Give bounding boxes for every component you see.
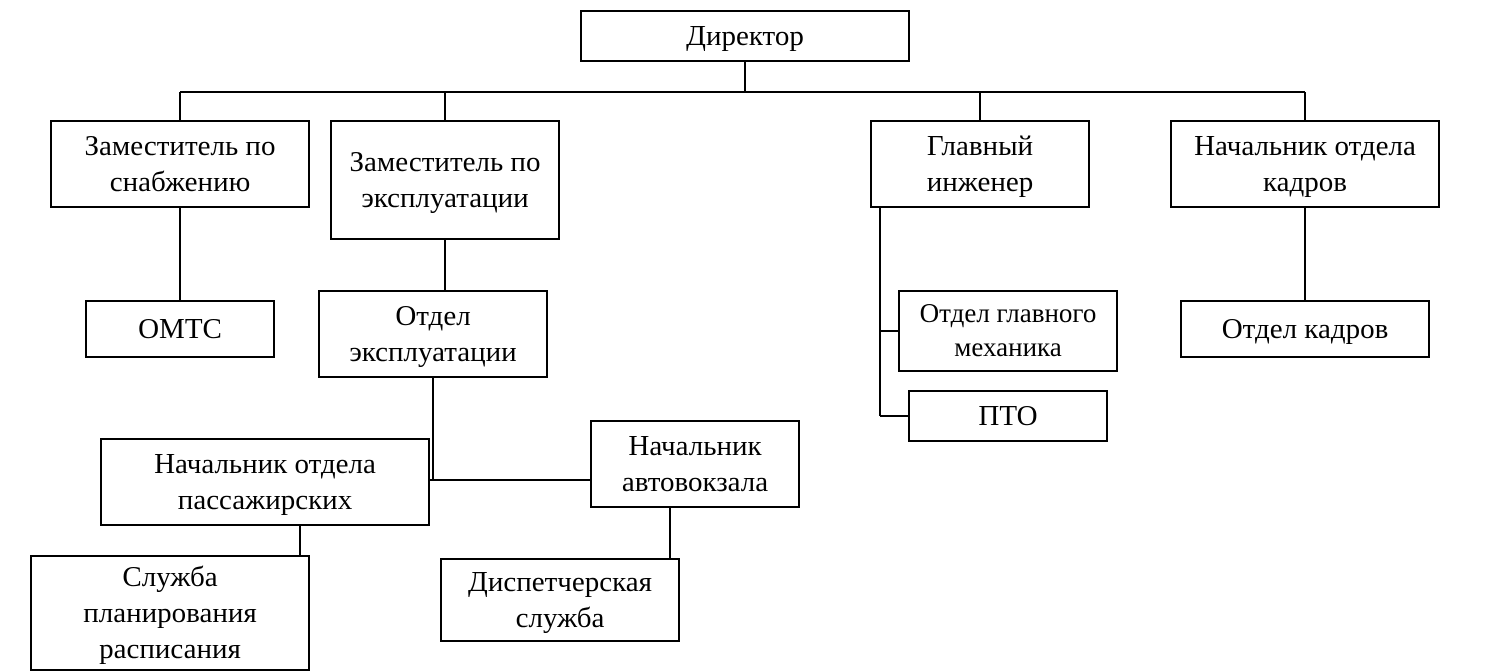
node-label: ОМТС bbox=[138, 311, 222, 347]
node-hr-dept: Отдел кадров bbox=[1180, 300, 1430, 358]
node-label: Директор bbox=[686, 18, 804, 54]
node-station-head: Начальник автовокзала bbox=[590, 420, 800, 508]
node-dep-exploitation: Заместитель по эксплуатации bbox=[330, 120, 560, 240]
node-label: Служба планирования расписания bbox=[40, 559, 300, 668]
node-omts: ОМТС bbox=[85, 300, 275, 358]
node-dispatch-service: Диспетчерская служба bbox=[440, 558, 680, 642]
node-director: Директор bbox=[580, 10, 910, 62]
node-dep-supply: Заместитель по снабжению bbox=[50, 120, 310, 208]
node-pto: ПТО bbox=[908, 390, 1108, 442]
node-label: Начальник отдела пассажирских bbox=[110, 446, 420, 519]
org-chart: Директор Заместитель по снабжению Замест… bbox=[0, 0, 1490, 671]
node-label: Диспетчерская служба bbox=[450, 564, 670, 637]
node-hr-head: Начальник отдела кадров bbox=[1170, 120, 1440, 208]
node-label: Главный инженер bbox=[880, 128, 1080, 201]
node-label: Начальник отдела кадров bbox=[1180, 128, 1430, 201]
node-label: Отдел главного механика bbox=[908, 297, 1108, 365]
node-label: Отдел кадров bbox=[1222, 311, 1389, 347]
node-schedule-service: Служба планирования расписания bbox=[30, 555, 310, 671]
node-pass-head: Начальник отдела пассажирских bbox=[100, 438, 430, 526]
node-chief-engineer: Главный инженер bbox=[870, 120, 1090, 208]
node-label: Заместитель по эксплуатации bbox=[340, 144, 550, 217]
node-label: Заместитель по снабжению bbox=[60, 128, 300, 201]
node-mech-dept: Отдел главного механика bbox=[898, 290, 1118, 372]
node-label: Отдел эксплуатации bbox=[328, 298, 538, 371]
node-expl-dept: Отдел эксплуатации bbox=[318, 290, 548, 378]
node-label: ПТО bbox=[978, 398, 1037, 434]
node-label: Начальник автовокзала bbox=[600, 428, 790, 501]
